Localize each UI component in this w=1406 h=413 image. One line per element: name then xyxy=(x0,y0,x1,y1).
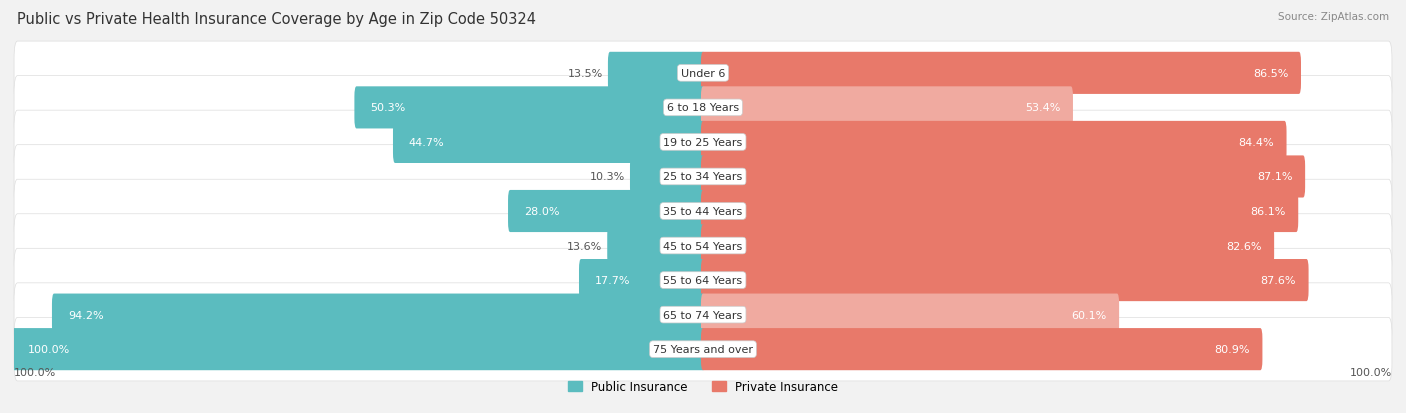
Text: 17.7%: 17.7% xyxy=(595,275,630,285)
Text: 65 to 74 Years: 65 to 74 Years xyxy=(664,310,742,320)
Text: 94.2%: 94.2% xyxy=(67,310,104,320)
Text: 13.6%: 13.6% xyxy=(567,241,602,251)
Text: 25 to 34 Years: 25 to 34 Years xyxy=(664,172,742,182)
Text: Public vs Private Health Insurance Coverage by Age in Zip Code 50324: Public vs Private Health Insurance Cover… xyxy=(17,12,536,27)
FancyBboxPatch shape xyxy=(702,328,1263,370)
Text: 55 to 64 Years: 55 to 64 Years xyxy=(664,275,742,285)
FancyBboxPatch shape xyxy=(14,214,1392,278)
Text: 75 Years and over: 75 Years and over xyxy=(652,344,754,354)
FancyBboxPatch shape xyxy=(607,225,704,267)
Text: 100.0%: 100.0% xyxy=(1350,367,1392,377)
Text: 84.4%: 84.4% xyxy=(1239,138,1274,147)
FancyBboxPatch shape xyxy=(14,145,1392,209)
FancyBboxPatch shape xyxy=(13,328,704,370)
Text: 53.4%: 53.4% xyxy=(1025,103,1060,113)
Text: 35 to 44 Years: 35 to 44 Years xyxy=(664,206,742,216)
FancyBboxPatch shape xyxy=(14,318,1392,381)
Text: 44.7%: 44.7% xyxy=(409,138,444,147)
Text: 80.9%: 80.9% xyxy=(1215,344,1250,354)
FancyBboxPatch shape xyxy=(630,156,704,198)
Text: 100.0%: 100.0% xyxy=(28,344,70,354)
Text: 45 to 54 Years: 45 to 54 Years xyxy=(664,241,742,251)
Text: 19 to 25 Years: 19 to 25 Years xyxy=(664,138,742,147)
Text: 86.5%: 86.5% xyxy=(1253,69,1289,78)
Text: 50.3%: 50.3% xyxy=(370,103,405,113)
Text: Under 6: Under 6 xyxy=(681,69,725,78)
FancyBboxPatch shape xyxy=(14,76,1392,140)
FancyBboxPatch shape xyxy=(702,225,1274,267)
FancyBboxPatch shape xyxy=(702,259,1309,301)
FancyBboxPatch shape xyxy=(508,190,704,233)
Text: Source: ZipAtlas.com: Source: ZipAtlas.com xyxy=(1278,12,1389,22)
FancyBboxPatch shape xyxy=(14,180,1392,243)
FancyBboxPatch shape xyxy=(14,42,1392,105)
Text: 86.1%: 86.1% xyxy=(1250,206,1286,216)
Legend: Public Insurance, Private Insurance: Public Insurance, Private Insurance xyxy=(568,380,838,393)
FancyBboxPatch shape xyxy=(702,121,1286,164)
FancyBboxPatch shape xyxy=(702,87,1073,129)
Text: 82.6%: 82.6% xyxy=(1226,241,1261,251)
FancyBboxPatch shape xyxy=(702,294,1119,336)
Text: 87.1%: 87.1% xyxy=(1257,172,1292,182)
FancyBboxPatch shape xyxy=(579,259,704,301)
FancyBboxPatch shape xyxy=(702,53,1301,95)
Text: 10.3%: 10.3% xyxy=(591,172,626,182)
Text: 100.0%: 100.0% xyxy=(14,367,56,377)
FancyBboxPatch shape xyxy=(14,283,1392,347)
FancyBboxPatch shape xyxy=(702,156,1305,198)
FancyBboxPatch shape xyxy=(607,53,704,95)
Text: 60.1%: 60.1% xyxy=(1071,310,1107,320)
FancyBboxPatch shape xyxy=(14,249,1392,312)
Text: 6 to 18 Years: 6 to 18 Years xyxy=(666,103,740,113)
FancyBboxPatch shape xyxy=(392,121,704,164)
Text: 87.6%: 87.6% xyxy=(1261,275,1296,285)
FancyBboxPatch shape xyxy=(14,111,1392,174)
Text: 28.0%: 28.0% xyxy=(524,206,560,216)
FancyBboxPatch shape xyxy=(702,190,1298,233)
FancyBboxPatch shape xyxy=(52,294,704,336)
FancyBboxPatch shape xyxy=(354,87,704,129)
Text: 13.5%: 13.5% xyxy=(568,69,603,78)
